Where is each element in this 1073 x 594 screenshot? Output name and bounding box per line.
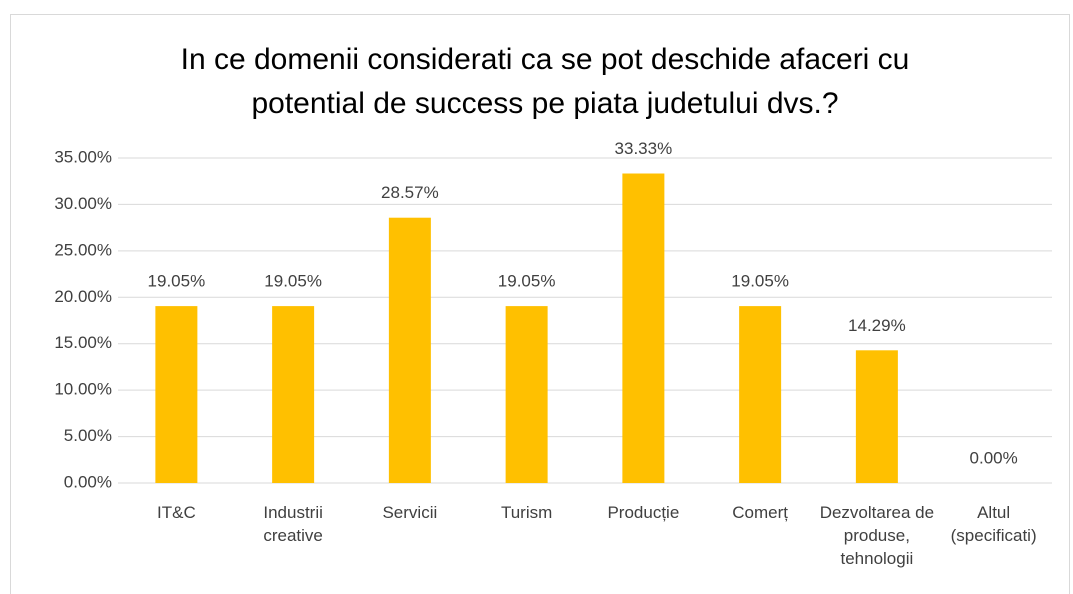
bar [739, 306, 782, 483]
y-tick-label: 0.00% [64, 472, 112, 491]
chart-frame [10, 14, 1070, 594]
data-label: 33.33% [615, 139, 673, 158]
y-tick-label: 35.00% [54, 147, 112, 166]
x-tick-label: Industrii creative [263, 503, 323, 545]
bar [388, 217, 431, 483]
x-tick-label: Altul (specificati) [950, 503, 1037, 545]
x-tick-label: Dezvoltarea de produse, tehnologii [819, 503, 935, 568]
bar [155, 306, 198, 483]
bar [855, 350, 898, 483]
chart-title: In ce domenii considerati ca se pot desc… [180, 43, 910, 120]
data-label: 19.05% [148, 272, 206, 291]
data-label: 0.00% [970, 448, 1018, 467]
y-tick-label: 20.00% [54, 287, 112, 306]
x-tick-label: Producție [607, 503, 680, 522]
y-tick-label: 15.00% [54, 333, 112, 352]
x-tick-label: Comerț [732, 503, 788, 522]
bar [272, 306, 315, 483]
y-tick-label: 10.00% [54, 380, 112, 399]
x-tick-label: IT&C [157, 503, 196, 522]
bar [622, 173, 665, 483]
data-label: 28.57% [381, 183, 439, 202]
y-tick-label: 30.00% [54, 194, 112, 213]
x-tick-label: Turism [500, 503, 553, 522]
data-label: 14.29% [848, 316, 906, 335]
data-label: 19.05% [498, 272, 556, 291]
data-label: 19.05% [264, 272, 322, 291]
y-tick-label: 5.00% [64, 426, 112, 445]
bar [505, 306, 548, 483]
y-tick-label: 25.00% [54, 240, 112, 259]
data-label: 19.05% [731, 272, 789, 291]
x-tick-label: Servicii [382, 503, 438, 522]
